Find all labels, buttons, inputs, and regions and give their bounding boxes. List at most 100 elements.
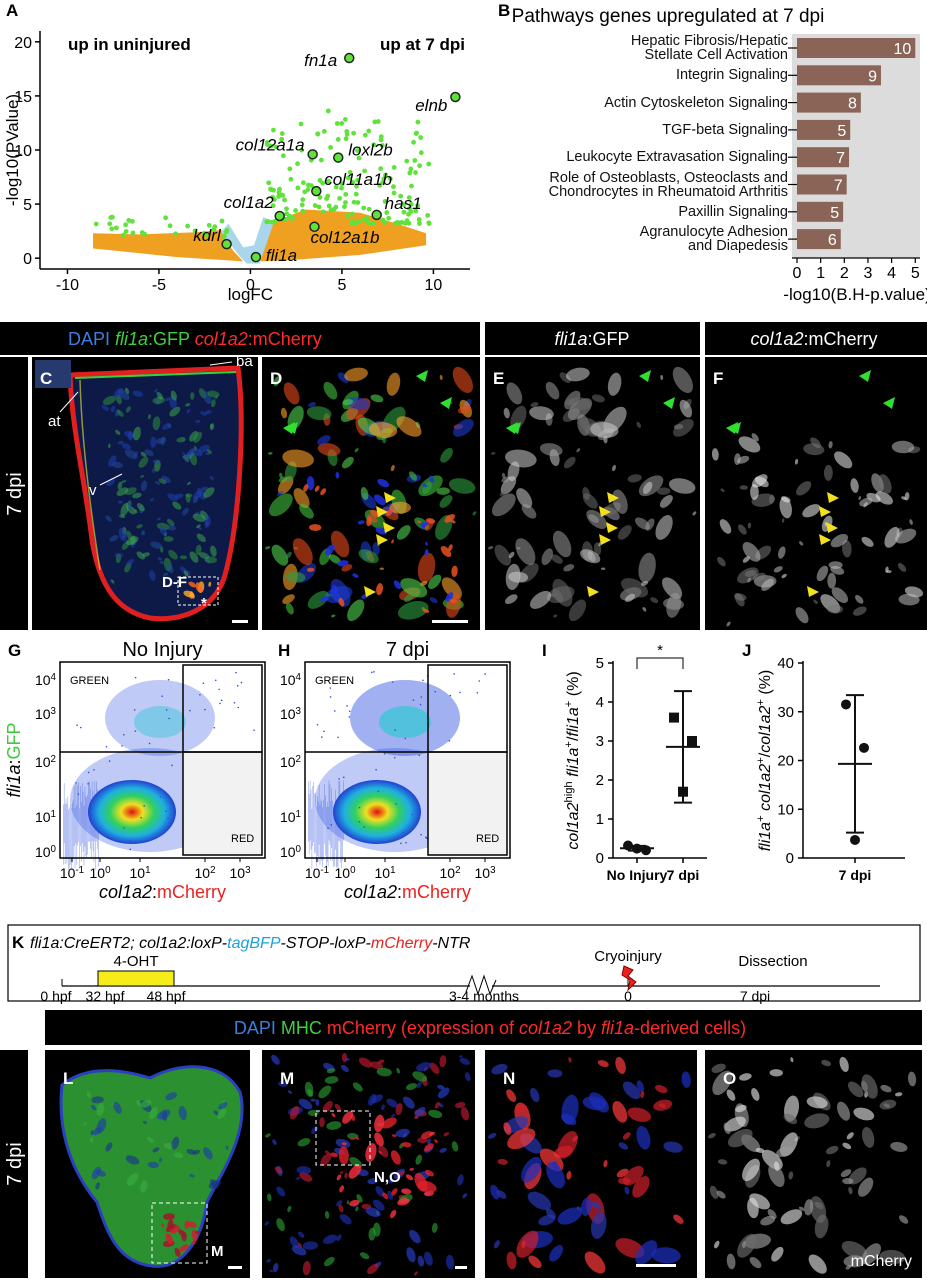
event-dot — [478, 680, 481, 682]
gene-point — [333, 152, 344, 163]
image-texture — [339, 1214, 352, 1225]
background-point — [268, 143, 274, 149]
image-texture — [781, 573, 787, 579]
image-texture — [847, 1081, 864, 1098]
image-texture — [582, 487, 591, 500]
image-texture — [790, 1057, 794, 1063]
text-run: col1a2 — [750, 329, 803, 349]
x-tick-label: 10-1 — [305, 865, 329, 882]
background-point — [113, 225, 119, 231]
tick-base: 10 — [439, 865, 455, 881]
image-texture — [603, 1160, 608, 1168]
text-run: -derived cells) — [634, 1018, 746, 1038]
tick-exponent: 2 — [296, 754, 301, 765]
image-texture — [390, 1114, 395, 1118]
background-point — [391, 184, 396, 190]
background-point — [283, 216, 289, 222]
image-texture — [861, 536, 874, 547]
event-dot — [400, 842, 402, 845]
event-dot — [323, 730, 325, 733]
data-point — [859, 742, 869, 753]
panel-letter: J — [742, 641, 751, 660]
image-texture — [298, 1098, 313, 1110]
background-point — [379, 143, 385, 148]
image-texture — [552, 578, 573, 607]
image-texture — [386, 372, 401, 396]
treatment-label: 4-OHT — [114, 953, 159, 970]
image-texture — [858, 1177, 874, 1197]
plot-frame — [59, 661, 266, 859]
tick-exponent: 0 — [350, 865, 356, 876]
image-texture — [370, 394, 384, 403]
tick-base: 10 — [89, 865, 105, 881]
image-texture — [464, 1072, 471, 1082]
tick-exponent: 3 — [296, 706, 302, 717]
timeline-label: 7 dpi — [740, 988, 770, 1004]
image-texture — [422, 483, 428, 488]
image-texture — [794, 458, 799, 465]
background-point — [333, 184, 339, 190]
image-texture — [527, 1191, 552, 1210]
timeline-label: 48 hpf — [147, 988, 186, 1004]
image-texture — [439, 494, 453, 508]
event-stripe — [309, 780, 311, 841]
text-run: + — [755, 815, 767, 822]
event-stripe — [68, 809, 69, 870]
image-texture — [149, 1106, 158, 1120]
image-texture — [386, 1098, 399, 1108]
image-texture — [108, 443, 111, 448]
image-texture — [439, 1055, 447, 1068]
background-point — [265, 219, 271, 225]
image-texture — [806, 1096, 828, 1109]
image-texture — [448, 544, 453, 552]
image-texture — [494, 544, 512, 566]
event-dot — [484, 673, 486, 675]
event-stripe — [318, 784, 320, 845]
image-texture — [445, 1254, 455, 1270]
event-stripe — [311, 808, 313, 869]
image-texture — [600, 567, 606, 570]
scale-bar — [228, 1266, 242, 1269]
tick-base: 10 — [374, 865, 390, 881]
image-texture — [183, 570, 189, 577]
image-texture — [621, 578, 649, 598]
image-texture — [142, 1121, 148, 1124]
image-texture — [140, 1100, 152, 1108]
image-texture — [810, 437, 822, 449]
image-texture — [448, 478, 476, 494]
image-texture — [150, 541, 163, 549]
annotation: * — [201, 595, 207, 612]
image-texture — [326, 1121, 342, 1130]
text-run: GFP — [4, 722, 24, 759]
background-point — [317, 195, 323, 200]
image-texture — [840, 1169, 852, 1178]
image-texture — [401, 1188, 412, 1195]
event-dot — [161, 695, 163, 697]
tick-exponent: 0 — [51, 844, 57, 855]
image-texture — [186, 409, 191, 414]
image-texture — [199, 586, 203, 592]
image-texture — [827, 604, 844, 614]
image-texture — [225, 1145, 229, 1150]
background-point — [279, 136, 285, 142]
image-texture — [437, 1087, 450, 1099]
text-run: fli1a — [554, 329, 587, 349]
image-texture — [716, 1190, 726, 1199]
image-texture — [324, 544, 335, 556]
arrowhead — [726, 422, 738, 434]
image-texture — [424, 1143, 434, 1152]
panel-title: No Injury — [122, 639, 202, 661]
event-stripe — [79, 808, 80, 869]
image-texture — [344, 367, 368, 382]
image-texture — [508, 551, 515, 559]
event-stripe — [332, 800, 333, 861]
image-texture — [162, 572, 169, 577]
bar-value-label: 8 — [848, 96, 857, 113]
image-texture — [505, 449, 537, 468]
image-texture — [386, 508, 393, 517]
header-text: DAPI MHC mCherry (expression of col1a2 b… — [234, 1018, 746, 1038]
event-stripe — [314, 793, 315, 854]
gene-point — [450, 91, 461, 103]
image-texture — [566, 1170, 572, 1180]
event-dot — [79, 726, 82, 729]
